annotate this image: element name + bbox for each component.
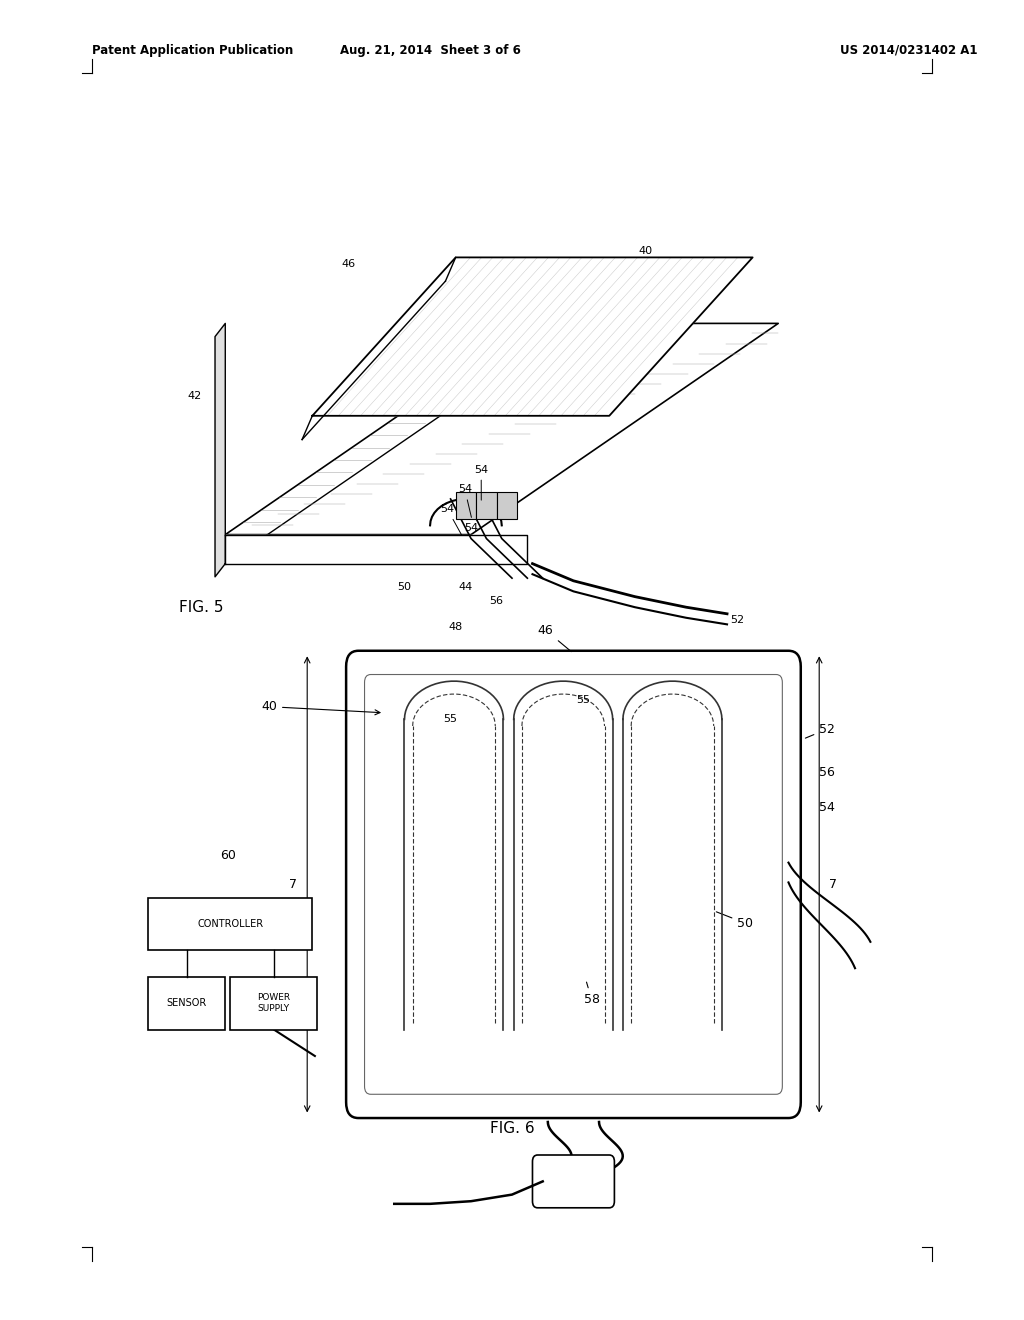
- Text: FIG. 6: FIG. 6: [489, 1121, 535, 1137]
- Text: 44: 44: [459, 582, 473, 593]
- Text: 55: 55: [577, 694, 591, 705]
- Text: 62: 62: [152, 937, 167, 950]
- Text: 56: 56: [819, 766, 836, 779]
- Polygon shape: [225, 535, 527, 564]
- Text: 7: 7: [289, 878, 297, 891]
- Polygon shape: [215, 323, 225, 577]
- Text: 54: 54: [440, 504, 462, 535]
- Polygon shape: [497, 492, 517, 519]
- Text: 55: 55: [443, 714, 458, 725]
- Text: 60: 60: [220, 849, 237, 862]
- Bar: [230, 977, 317, 1030]
- Text: 40: 40: [638, 246, 652, 256]
- Text: 46: 46: [538, 623, 571, 652]
- Text: 7: 7: [829, 878, 838, 891]
- Bar: [148, 898, 312, 950]
- Text: 54: 54: [474, 465, 488, 500]
- Text: 56: 56: [489, 595, 504, 606]
- Text: 42: 42: [187, 391, 202, 401]
- Text: Patent Application Publication: Patent Application Publication: [92, 44, 294, 57]
- Polygon shape: [312, 257, 753, 416]
- Text: US 2014/0231402 A1: US 2014/0231402 A1: [840, 44, 977, 57]
- Text: 46: 46: [341, 259, 355, 269]
- Text: 58: 58: [584, 982, 600, 1006]
- Text: 52: 52: [730, 615, 744, 626]
- Polygon shape: [456, 492, 476, 519]
- Polygon shape: [476, 492, 497, 519]
- Text: 40: 40: [261, 700, 380, 715]
- Text: CONTROLLER: CONTROLLER: [198, 919, 263, 929]
- Bar: [148, 977, 225, 1030]
- FancyBboxPatch shape: [365, 675, 782, 1094]
- Text: 48: 48: [449, 622, 463, 632]
- Text: 54: 54: [819, 801, 836, 814]
- Text: SENSOR: SENSOR: [167, 998, 207, 1008]
- Text: 54: 54: [458, 484, 472, 517]
- Text: 52: 52: [806, 722, 836, 738]
- Text: POWER
SUPPLY: POWER SUPPLY: [257, 993, 291, 1014]
- Text: 50: 50: [397, 582, 412, 593]
- FancyBboxPatch shape: [532, 1155, 614, 1208]
- FancyBboxPatch shape: [346, 651, 801, 1118]
- Text: Aug. 21, 2014  Sheet 3 of 6: Aug. 21, 2014 Sheet 3 of 6: [340, 44, 520, 57]
- Text: 50: 50: [717, 912, 754, 929]
- Text: FIG. 5: FIG. 5: [179, 599, 223, 615]
- Text: 54: 54: [464, 523, 478, 533]
- Text: 64: 64: [285, 937, 300, 950]
